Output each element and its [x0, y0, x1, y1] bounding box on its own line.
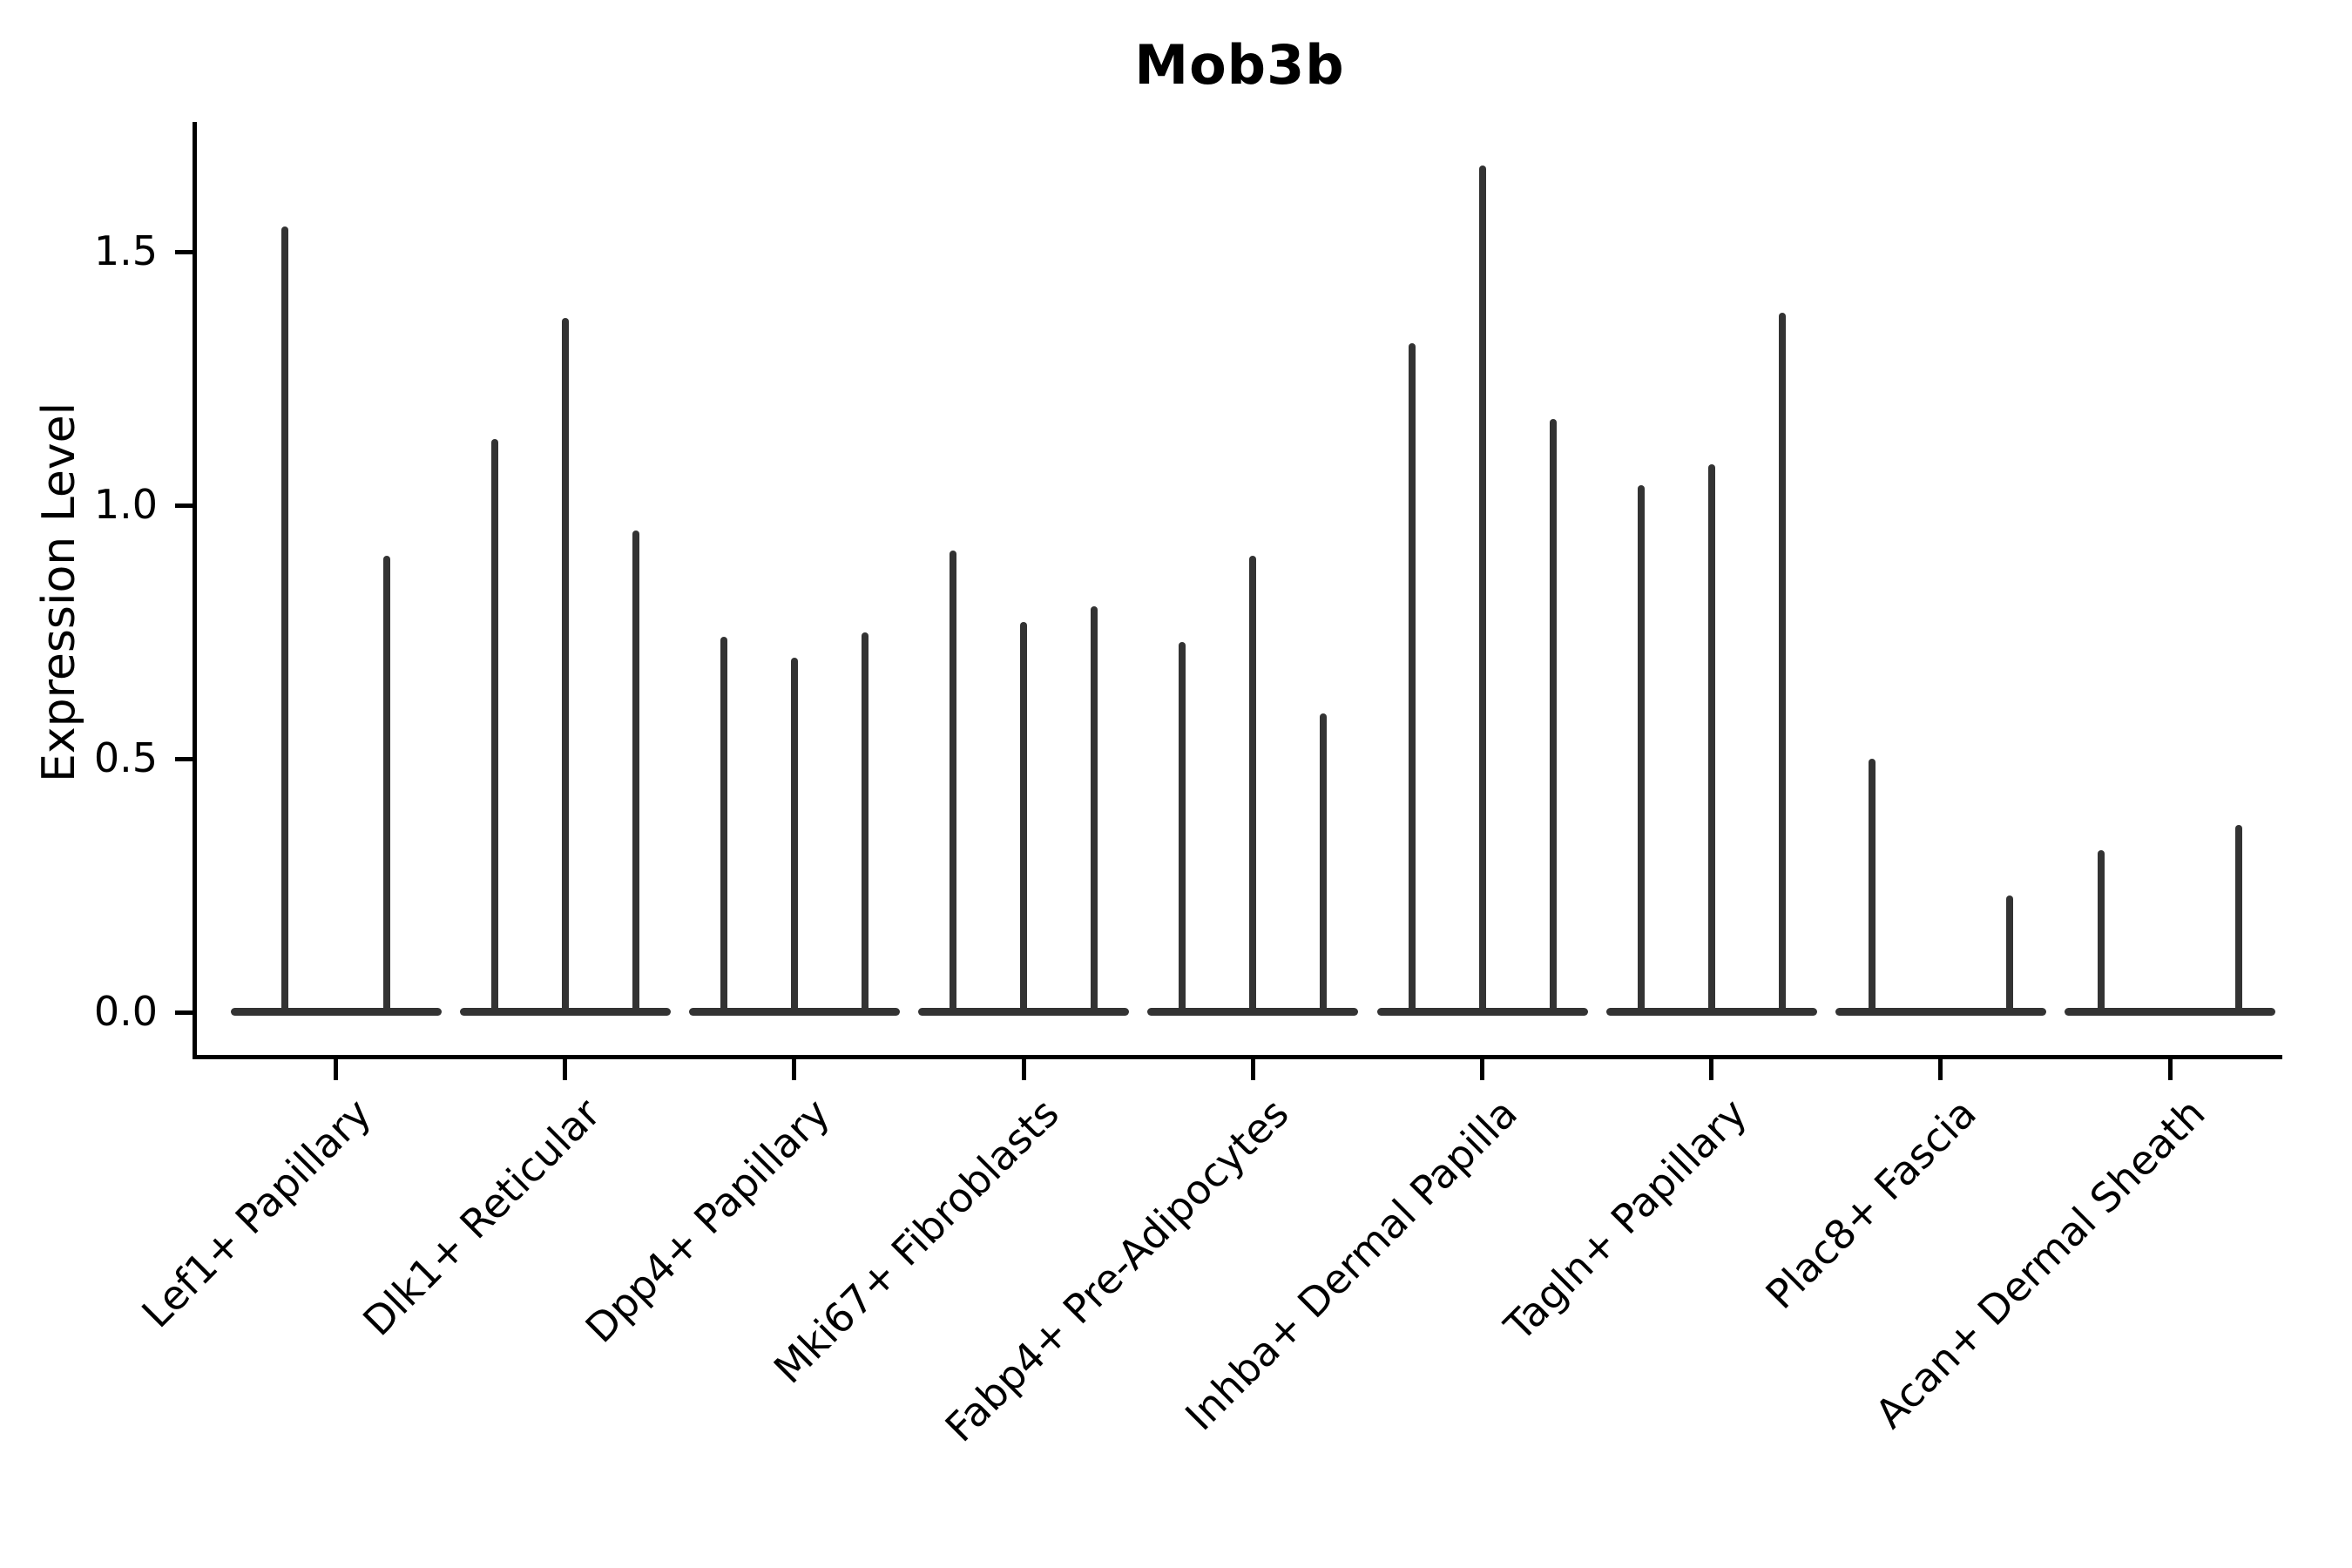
violin-spike: [1778, 312, 1786, 1012]
y-tick-label: 1.0: [93, 481, 158, 528]
plot-title: Mob3b: [1134, 33, 1345, 97]
x-tick-mark: [563, 1059, 568, 1080]
y-tick-label: 0.5: [93, 734, 158, 781]
violin-spike: [561, 317, 569, 1012]
violin-spike: [1091, 606, 1098, 1012]
violin-spike: [632, 531, 639, 1012]
violin-spike: [950, 551, 957, 1012]
violin-spike: [1549, 419, 1557, 1012]
x-axis-spine: [193, 1055, 2282, 1059]
x-tick-mark: [334, 1059, 338, 1080]
x-tick-mark: [1250, 1059, 1255, 1080]
x-tick-mark: [1938, 1059, 1943, 1080]
violin-spike: [720, 637, 727, 1012]
violin-spike: [1478, 166, 1486, 1012]
x-tick-label-2: Dlk1+ Reticular: [354, 1089, 610, 1345]
y-tick-mark: [175, 1010, 193, 1015]
x-tick-label-7: Tagln+ Papillary: [1495, 1089, 1756, 1350]
x-tick-mark: [1480, 1059, 1484, 1080]
x-tick-mark: [2167, 1059, 2173, 1080]
x-tick-label-8: Plac8+ Fascia: [1756, 1089, 1985, 1318]
x-tick-mark: [1709, 1059, 1714, 1080]
x-tick-mark: [1021, 1059, 1026, 1080]
violin-spike: [1320, 713, 1328, 1012]
x-tick-label-3: Dpp4+ Papillary: [576, 1089, 839, 1352]
violin-spike: [1707, 464, 1715, 1012]
violin-spike: [280, 226, 288, 1012]
violin-spike: [382, 556, 390, 1012]
violin-base: [2065, 1008, 2276, 1016]
violin-spike: [1249, 556, 1257, 1012]
violin-base: [230, 1008, 442, 1016]
violin-spike: [790, 657, 798, 1012]
y-tick-mark: [175, 250, 193, 254]
violin-spike: [861, 632, 868, 1012]
violin-spike: [1020, 621, 1028, 1012]
violin-spike: [2005, 896, 2013, 1012]
violin-spike: [1868, 759, 1876, 1012]
y-tick-mark: [175, 757, 193, 761]
violin-spike: [1408, 342, 1416, 1012]
y-tick-mark: [175, 504, 193, 508]
violin-spike: [2098, 849, 2105, 1012]
x-tick-label-1: Lef1+ Papillary: [132, 1089, 381, 1337]
violin-spike: [1179, 642, 1186, 1012]
violin-base: [1835, 1008, 2046, 1016]
violin-spike: [1637, 484, 1645, 1012]
x-tick-mark: [792, 1059, 797, 1080]
violin-spike: [490, 439, 498, 1012]
y-axis-spine: [193, 122, 197, 1059]
violin-spike: [2235, 824, 2243, 1012]
y-tick-label: 1.5: [93, 227, 158, 274]
y-tick-label: 0.0: [93, 988, 158, 1035]
